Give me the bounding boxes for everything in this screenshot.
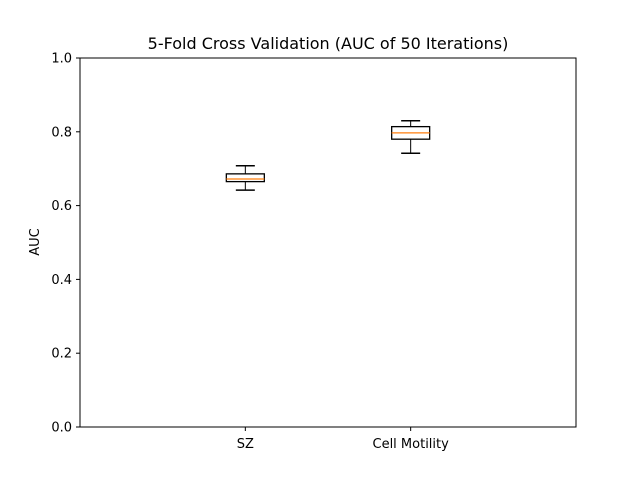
y-tick-label: 1.0 [51, 52, 72, 67]
y-tick-label: 0.4 [51, 273, 72, 288]
y-tick-label: 0.6 [51, 199, 72, 214]
box-series [225, 119, 431, 191]
iqr-box [225, 173, 265, 183]
plot-area-frame [79, 57, 577, 428]
chart-title: 5-Fold Cross Validation (AUC of 50 Itera… [148, 34, 509, 53]
y-tick-label: 0.2 [51, 347, 72, 362]
x-tick-label: SZ [237, 437, 254, 452]
x-tick-label: Cell Motility [373, 437, 450, 452]
y-axis-ticks: 0.0 0.2 0.4 0.6 0.8 1.0 [51, 52, 80, 436]
box-sz [225, 164, 265, 191]
box-cell-motility [391, 119, 431, 154]
x-axis-ticks: SZ Cell Motility [237, 427, 449, 452]
y-axis-label: AUC [28, 228, 43, 256]
y-tick-label: 0.8 [51, 125, 72, 140]
y-tick-label: 0.0 [51, 421, 72, 436]
